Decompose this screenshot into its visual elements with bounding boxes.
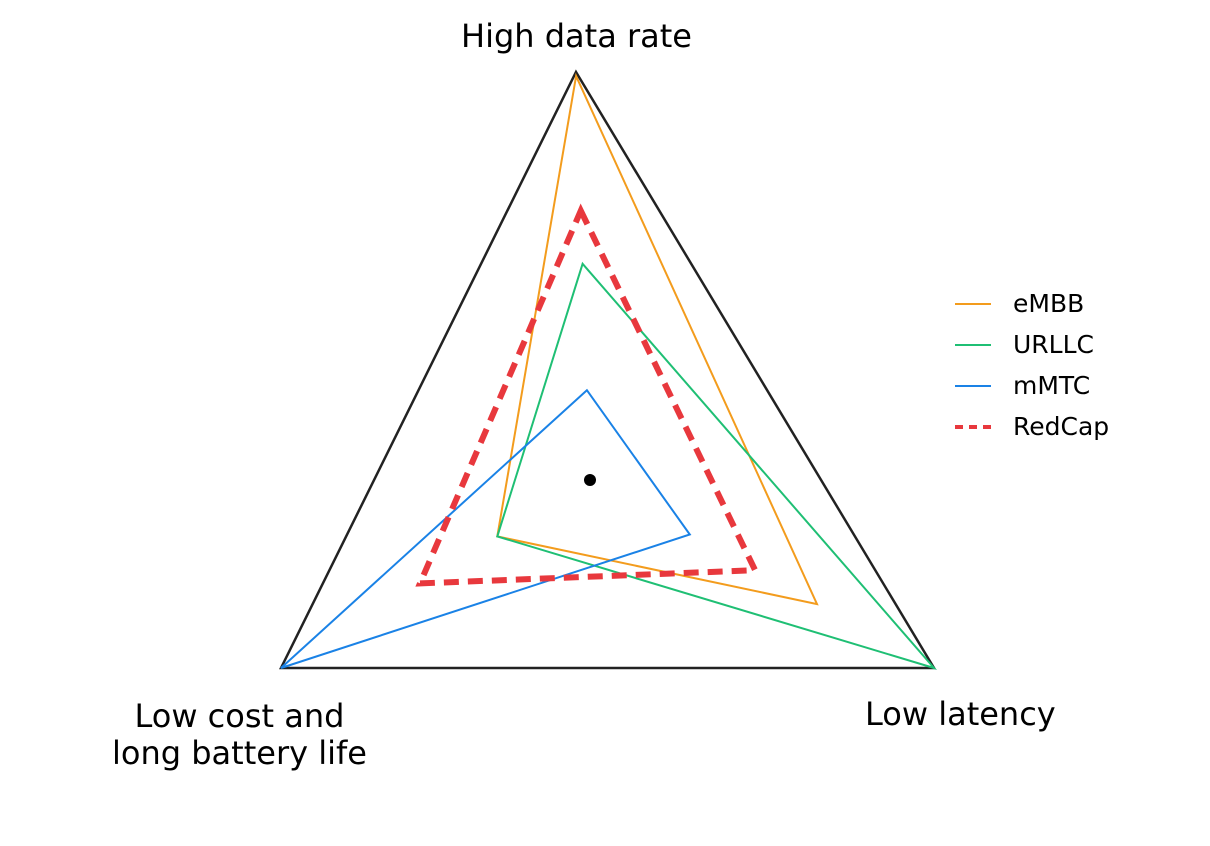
legend-label-urllc: URLLC: [1013, 330, 1094, 359]
series-layer: [280, 72, 938, 670]
legend-item-redcap: RedCap: [955, 406, 1109, 447]
legend-label-redcap: RedCap: [1013, 412, 1110, 441]
legend-label-embb: eMBB: [1013, 289, 1085, 318]
axis-label-low-cost-battery: Low cost and long battery life: [112, 697, 367, 772]
radar-outer-frame: [278, 69, 937, 670]
legend-swatch-embb: [955, 302, 991, 305]
legend-swatch-mmtc: [955, 384, 991, 387]
legend-label-mmtc: mMTC: [1013, 371, 1091, 400]
series-urllc: [496, 261, 938, 670]
legend-swatch-urllc: [955, 343, 991, 346]
series-embb: [496, 72, 819, 606]
radar-center-dot: [584, 474, 596, 486]
legend: eMBB URLLC mMTC RedCap: [955, 283, 1109, 447]
legend-swatch-redcap: [955, 424, 991, 429]
series-redcap: [415, 203, 760, 587]
legend-item-embb: eMBB: [955, 283, 1109, 324]
legend-item-urllc: URLLC: [955, 324, 1109, 365]
legend-item-mmtc: mMTC: [955, 365, 1109, 406]
axis-label-high-data-rate: High data rate: [461, 17, 692, 55]
axis-label-low-latency: Low latency: [865, 695, 1056, 733]
series-mmtc: [280, 388, 692, 669]
